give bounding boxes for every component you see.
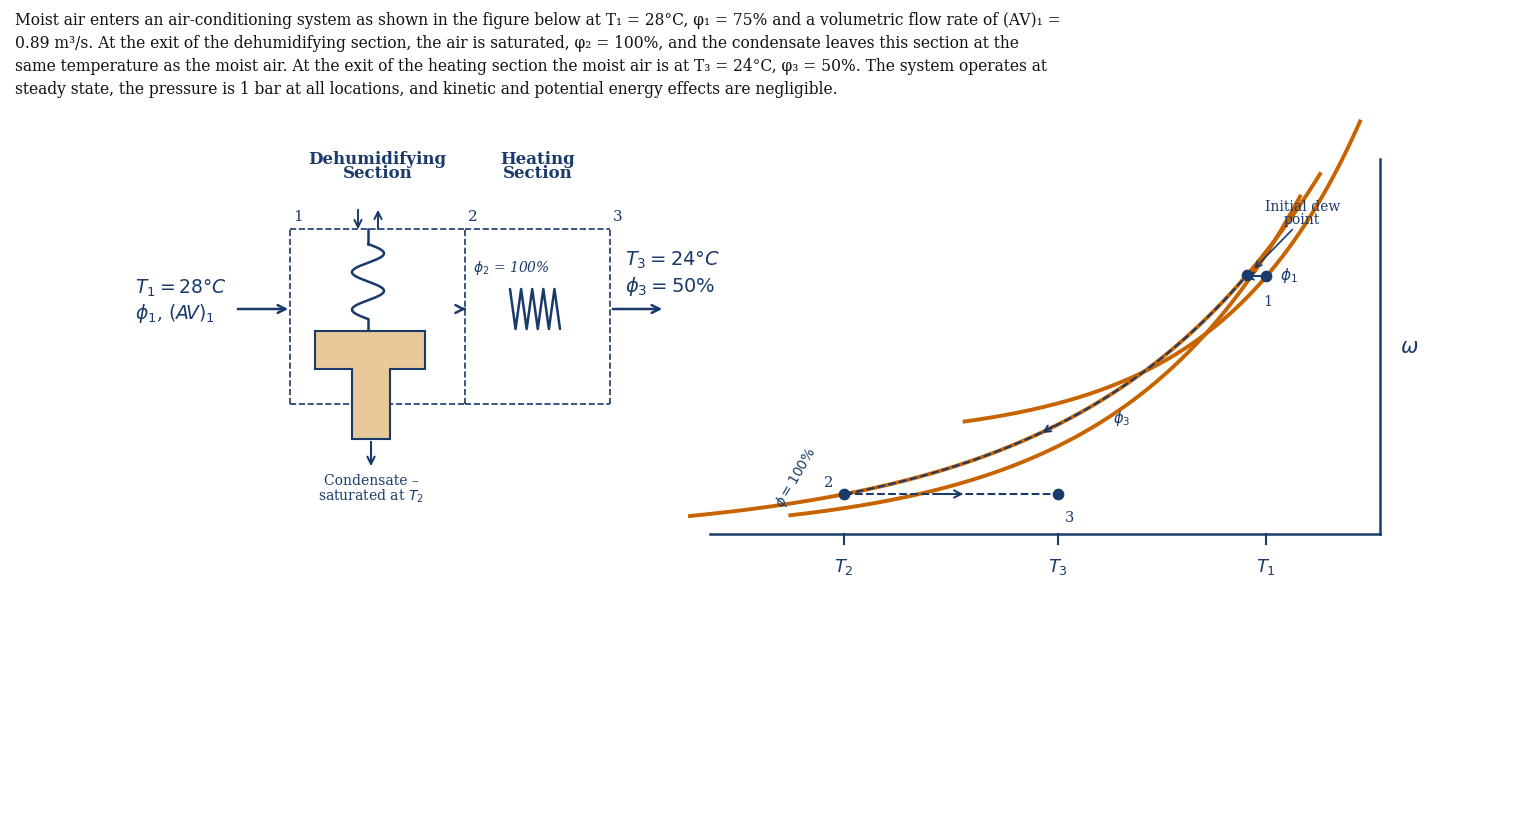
Text: Section: Section bbox=[343, 165, 412, 182]
Text: 1: 1 bbox=[293, 210, 303, 224]
Point bbox=[1236, 269, 1260, 282]
Text: $\phi_1$: $\phi_1$ bbox=[1280, 265, 1298, 284]
Text: 0.89 m³/s. At the exit of the dehumidifying section, the air is saturated, φ₂ = : 0.89 m³/s. At the exit of the dehumidify… bbox=[15, 35, 1019, 52]
Text: $\phi_2$ = 100%: $\phi_2$ = 100% bbox=[473, 259, 550, 277]
Text: point: point bbox=[1284, 212, 1320, 226]
Text: 2: 2 bbox=[468, 210, 478, 224]
Text: Dehumidifying: Dehumidifying bbox=[308, 151, 447, 168]
Text: 3: 3 bbox=[612, 210, 623, 224]
Text: Initial dew: Initial dew bbox=[1264, 200, 1340, 214]
Text: saturated at $T_2$: saturated at $T_2$ bbox=[318, 487, 424, 505]
Text: $\phi_3$: $\phi_3$ bbox=[1113, 409, 1131, 428]
Text: 1: 1 bbox=[1263, 295, 1272, 309]
Text: $T_1$: $T_1$ bbox=[1257, 556, 1276, 577]
Text: Moist air enters an air-conditioning system as shown in the figure below at T₁ =: Moist air enters an air-conditioning sys… bbox=[15, 12, 1061, 29]
Point bbox=[1254, 270, 1278, 283]
Text: Heating: Heating bbox=[500, 151, 575, 168]
Point bbox=[1046, 488, 1070, 501]
Text: $\phi_3 = 50\%$: $\phi_3 = 50\%$ bbox=[625, 274, 716, 297]
Text: $T_1 = 28°C$: $T_1 = 28°C$ bbox=[135, 277, 226, 298]
Point bbox=[832, 488, 857, 501]
Text: 2: 2 bbox=[825, 476, 834, 490]
Text: same temperature as the moist air. At the exit of the heating section the moist : same temperature as the moist air. At th… bbox=[15, 58, 1048, 75]
Text: steady state, the pressure is 1 bar at all locations, and kinetic and potential : steady state, the pressure is 1 bar at a… bbox=[15, 81, 838, 98]
Polygon shape bbox=[315, 332, 424, 440]
Text: $\phi = 100\%$: $\phi = 100\%$ bbox=[772, 443, 820, 510]
Text: $T_2$: $T_2$ bbox=[834, 556, 854, 577]
Text: $\phi_1$, $(A\!V)_1$: $\phi_1$, $(A\!V)_1$ bbox=[135, 302, 215, 325]
Text: 3: 3 bbox=[1064, 510, 1073, 524]
Text: $T_3$: $T_3$ bbox=[1049, 556, 1069, 577]
Text: Section: Section bbox=[503, 165, 573, 182]
Text: $\omega$: $\omega$ bbox=[1399, 337, 1419, 356]
Text: $T_3 = 24°C$: $T_3 = 24°C$ bbox=[625, 249, 720, 270]
Text: Condensate –: Condensate – bbox=[323, 473, 418, 487]
